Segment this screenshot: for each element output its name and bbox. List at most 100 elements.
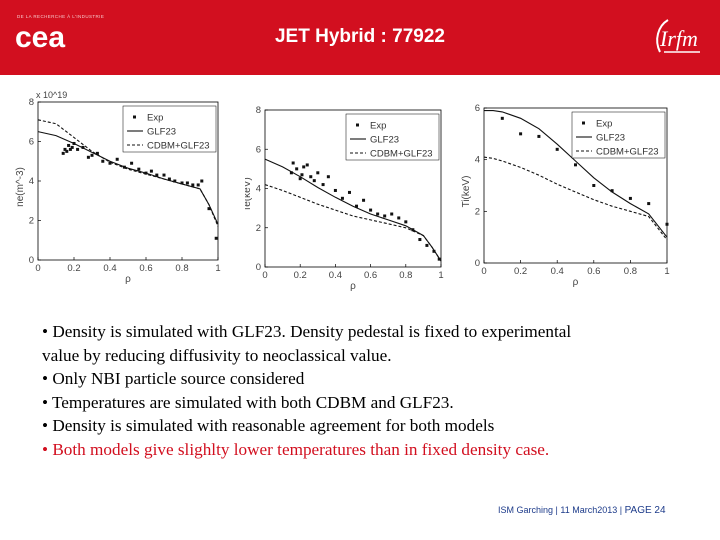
- data-point-exp: [162, 173, 166, 177]
- footer-event: ISM Garching | 11 March2013 |: [498, 505, 623, 515]
- data-point-exp: [86, 155, 90, 159]
- data-point-exp: [101, 159, 105, 163]
- data-point-exp: [425, 243, 429, 247]
- x-tick-label: 0: [262, 270, 267, 281]
- data-point-exp: [173, 179, 177, 183]
- bullet-line-highlight: • Both models give slighlty lower temper…: [42, 439, 550, 459]
- x-tick-label: 0.8: [399, 270, 412, 281]
- data-point-exp: [397, 216, 401, 220]
- legend-marker: [356, 123, 359, 127]
- data-point-exp: [355, 204, 359, 208]
- y-tick-label: 0: [256, 262, 261, 273]
- y-axis-label: Te(keV): [245, 177, 253, 211]
- data-point-exp: [340, 196, 344, 200]
- data-point-exp: [90, 153, 94, 157]
- series-line-cdbm-glf23: [37, 119, 219, 227]
- data-point-exp: [289, 171, 293, 175]
- footer: ISM Garching | 11 March2013 | PAGE 24: [498, 505, 666, 516]
- ion-temperature-chart: 0 0.2 0.4 0.6 0.8 1 0 2 4 6 ρ Ti(keV) Exp GLF23 CDBM+G…: [461, 103, 670, 288]
- data-point-exp: [302, 165, 306, 169]
- y-tick-label: 6: [29, 137, 34, 148]
- y-tick-label: 8: [29, 97, 34, 108]
- data-point-exp: [191, 183, 195, 187]
- y-axis-label: Ti(keV): [461, 176, 472, 208]
- x-tick-label: 0.4: [329, 270, 342, 281]
- y-tick-label: 0: [29, 255, 34, 266]
- y-tick-label: 6: [256, 144, 261, 155]
- x-axis-label: ρ: [125, 274, 131, 285]
- y-exponent-label: x 10^19: [36, 90, 67, 100]
- x-tick-label: 0.6: [364, 270, 377, 281]
- x-axis-label: ρ: [350, 281, 356, 292]
- legend-marker: [133, 115, 136, 119]
- data-point-exp: [291, 161, 295, 165]
- bullet-line: • Density is simulated with GLF23. Densi…: [42, 322, 572, 341]
- data-point-exp: [61, 151, 65, 155]
- bullet-list: • Density is simulated with GLF23. Densi…: [42, 320, 692, 462]
- legend-box: [571, 111, 666, 159]
- data-point-exp: [312, 179, 316, 183]
- legend-box: [122, 105, 217, 153]
- x-tick-label: 0.2: [67, 263, 80, 274]
- data-point-exp: [167, 177, 171, 181]
- data-point-exp: [214, 236, 218, 240]
- data-point-exp: [65, 149, 69, 153]
- cea-tagline: DE LA RECHERCHE À L'INDUSTRIE: [17, 14, 105, 19]
- bullet-line: value by reducing diffusivity to neoclas…: [42, 345, 392, 365]
- data-point-exp: [665, 222, 669, 226]
- x-tick-label: 0.2: [294, 270, 307, 281]
- data-point-exp: [383, 214, 387, 218]
- data-point-exp: [305, 163, 309, 167]
- data-point-exp: [432, 249, 436, 253]
- slide-title: JET Hybrid : 77922: [274, 26, 446, 47]
- data-point-exp: [519, 132, 523, 136]
- x-tick-label: 0.2: [514, 266, 527, 277]
- x-tick-label: 0.8: [175, 263, 188, 274]
- data-point-exp: [137, 167, 141, 171]
- y-tick-label: 4: [475, 155, 480, 166]
- y-tick-label: 8: [256, 105, 261, 116]
- y-tick-label: 4: [256, 184, 261, 195]
- legend-label: Exp: [596, 119, 612, 130]
- legend-marker: [582, 121, 585, 125]
- data-point-exp: [347, 190, 351, 194]
- x-tick-label: 1: [215, 263, 220, 274]
- svg-text:cea: cea: [15, 22, 65, 52]
- legend-box: [345, 113, 440, 161]
- data-point-exp: [95, 151, 99, 155]
- data-point-exp: [316, 171, 320, 175]
- data-point-exp: [647, 202, 651, 206]
- legend-label: CDBM+GLF23: [370, 149, 433, 160]
- data-point-exp: [295, 167, 299, 171]
- x-tick-label: 0.6: [139, 263, 152, 274]
- plot-frame: [483, 107, 668, 264]
- data-point-exp: [610, 189, 614, 193]
- y-axis-label: ne(m^-3): [15, 167, 26, 207]
- data-point-exp: [130, 161, 134, 165]
- data-point-exp: [362, 198, 366, 202]
- legend-label: CDBM+GLF23: [596, 147, 659, 158]
- data-point-exp: [108, 161, 112, 165]
- x-tick-label: 1: [438, 270, 443, 281]
- svg-text:Irfm: Irfm: [659, 26, 698, 51]
- cea-logo: cea: [15, 22, 65, 52]
- data-point-exp: [390, 212, 394, 216]
- data-point-exp: [298, 177, 302, 181]
- y-tick-label: 2: [256, 223, 261, 234]
- data-point-exp: [326, 175, 330, 179]
- series-line-cdbm-glf23: [483, 156, 668, 241]
- data-point-exp: [592, 184, 596, 187]
- x-tick-label: 0.4: [551, 266, 564, 277]
- legend-label: Exp: [147, 113, 163, 124]
- data-point-exp: [500, 116, 504, 120]
- x-tick-label: 0.6: [587, 266, 600, 277]
- bullet-line: • Temperatures are simulated with both C…: [42, 392, 454, 412]
- header-bar: DE LA RECHERCHE À L'INDUSTRIE cea JET Hy…: [0, 0, 720, 75]
- data-point-exp: [207, 207, 211, 211]
- series-line-glf23: [484, 110, 668, 238]
- y-tick-label: 2: [29, 216, 34, 227]
- data-point-exp: [300, 173, 304, 177]
- x-tick-label: 0: [35, 263, 40, 274]
- x-axis-label: ρ: [573, 277, 579, 288]
- y-tick-label: 0: [475, 258, 480, 269]
